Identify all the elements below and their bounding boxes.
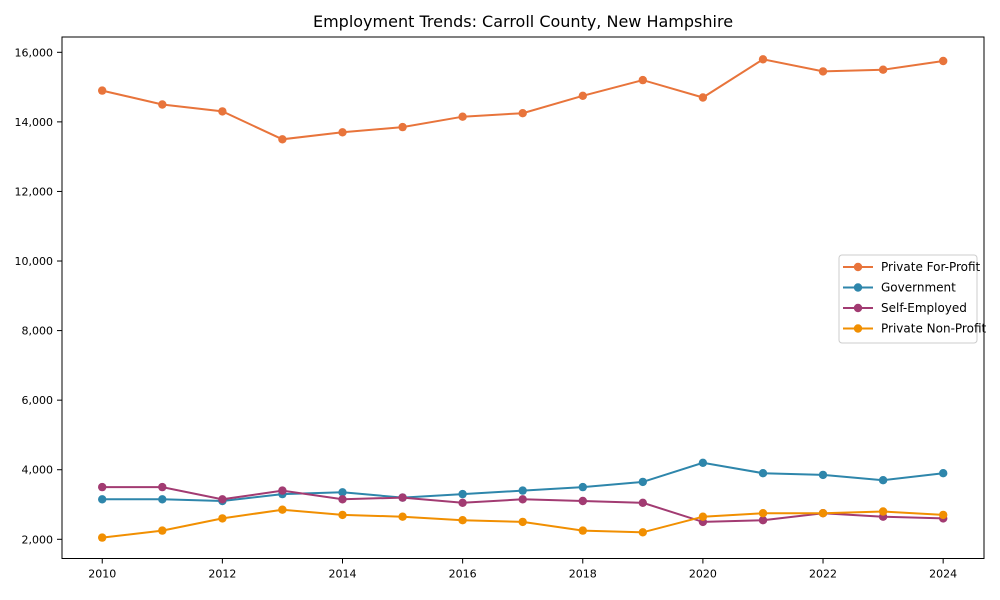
data-point-1-2014 [338, 488, 347, 497]
data-point-1-2022 [818, 470, 828, 480]
data-point-1-2011 [158, 495, 167, 504]
y-tick-label: 2,000 [22, 533, 54, 546]
data-point-2-2014 [338, 495, 347, 504]
legend-sample-marker [853, 303, 863, 313]
data-point-3-2019 [638, 528, 647, 537]
y-tick-label: 12,000 [15, 185, 54, 198]
data-point-1-2017 [518, 486, 527, 495]
data-point-3-2011 [158, 526, 167, 535]
y-tick-label: 6,000 [22, 394, 54, 407]
data-point-1-2018 [578, 482, 587, 492]
data-point-0-2019 [638, 75, 647, 85]
data-point-0-2024 [939, 56, 948, 66]
x-tick-label: 2018 [569, 568, 597, 581]
legend-sample-marker [853, 262, 863, 272]
series-line-0 [101, 58, 944, 141]
data-point-0-2011 [158, 100, 167, 109]
data-point-3-2021 [758, 509, 768, 518]
chart-title: Employment Trends: Carroll County, New H… [313, 12, 733, 31]
y-tick-label: 14,000 [15, 116, 54, 129]
data-point-1-2023 [878, 476, 888, 485]
data-point-0-2013 [278, 135, 287, 144]
legend-entry-label: Self-Employed [881, 301, 967, 315]
legend-entry-label: Government [881, 281, 956, 295]
x-tick-label: 2010 [88, 568, 116, 581]
data-point-3-2024 [939, 510, 948, 520]
data-point-2-2015 [398, 493, 407, 502]
data-point-1-2016 [458, 489, 467, 499]
data-point-2-2011 [158, 482, 167, 492]
data-point-1-2024 [939, 469, 948, 478]
data-point-3-2023 [878, 507, 888, 516]
data-point-0-2010 [98, 86, 107, 95]
legend-sample-marker [853, 283, 863, 292]
data-point-2-2012 [218, 495, 227, 504]
data-point-0-2014 [338, 128, 347, 137]
y-tick-label: 8,000 [22, 325, 54, 338]
data-point-2-2018 [578, 496, 587, 506]
data-point-3-2014 [338, 510, 347, 520]
data-point-0-2020 [698, 93, 708, 102]
y-tick-label: 4,000 [22, 464, 54, 477]
data-point-1-2021 [758, 469, 768, 478]
data-point-3-2010 [98, 533, 107, 542]
data-point-2-2019 [638, 498, 647, 507]
data-point-3-2018 [578, 526, 587, 535]
data-point-3-2012 [218, 514, 227, 523]
data-point-3-2013 [278, 505, 287, 514]
y-tick-label: 16,000 [15, 46, 54, 59]
legend-entry-label: Private Non-Profit [881, 322, 987, 336]
data-point-3-2017 [518, 517, 527, 527]
x-tick-label: 2020 [689, 568, 717, 581]
x-tick-label: 2016 [449, 568, 477, 581]
x-tick-label: 2014 [329, 568, 357, 581]
data-point-2-2021 [758, 516, 768, 525]
data-point-0-2018 [578, 91, 587, 101]
data-point-1-2019 [638, 477, 647, 487]
data-point-0-2022 [818, 67, 828, 76]
data-point-1-2010 [98, 495, 107, 504]
data-point-3-2020 [698, 512, 708, 521]
data-point-3-2016 [458, 516, 467, 525]
data-point-2-2016 [458, 498, 467, 507]
legend-entry-label: Private For-Profit [881, 260, 981, 274]
data-point-2-2017 [518, 495, 527, 504]
plot-frame [61, 36, 985, 559]
data-point-3-2022 [818, 509, 828, 518]
legend-box [838, 254, 978, 344]
data-point-0-2017 [518, 109, 527, 118]
x-tick-label: 2022 [809, 568, 837, 581]
data-point-0-2015 [398, 122, 407, 132]
x-tick-label: 2012 [208, 568, 236, 581]
data-point-0-2012 [218, 107, 227, 116]
data-point-0-2016 [458, 112, 467, 121]
data-point-0-2021 [758, 55, 768, 64]
y-tick-label: 10,000 [15, 255, 54, 268]
data-point-2-2010 [98, 482, 107, 492]
x-tick-label: 2024 [929, 568, 957, 581]
data-point-0-2023 [878, 65, 888, 74]
data-point-1-2020 [698, 458, 708, 467]
legend-sample-marker [853, 324, 863, 333]
data-point-2-2013 [278, 486, 287, 495]
data-point-3-2015 [398, 512, 407, 521]
